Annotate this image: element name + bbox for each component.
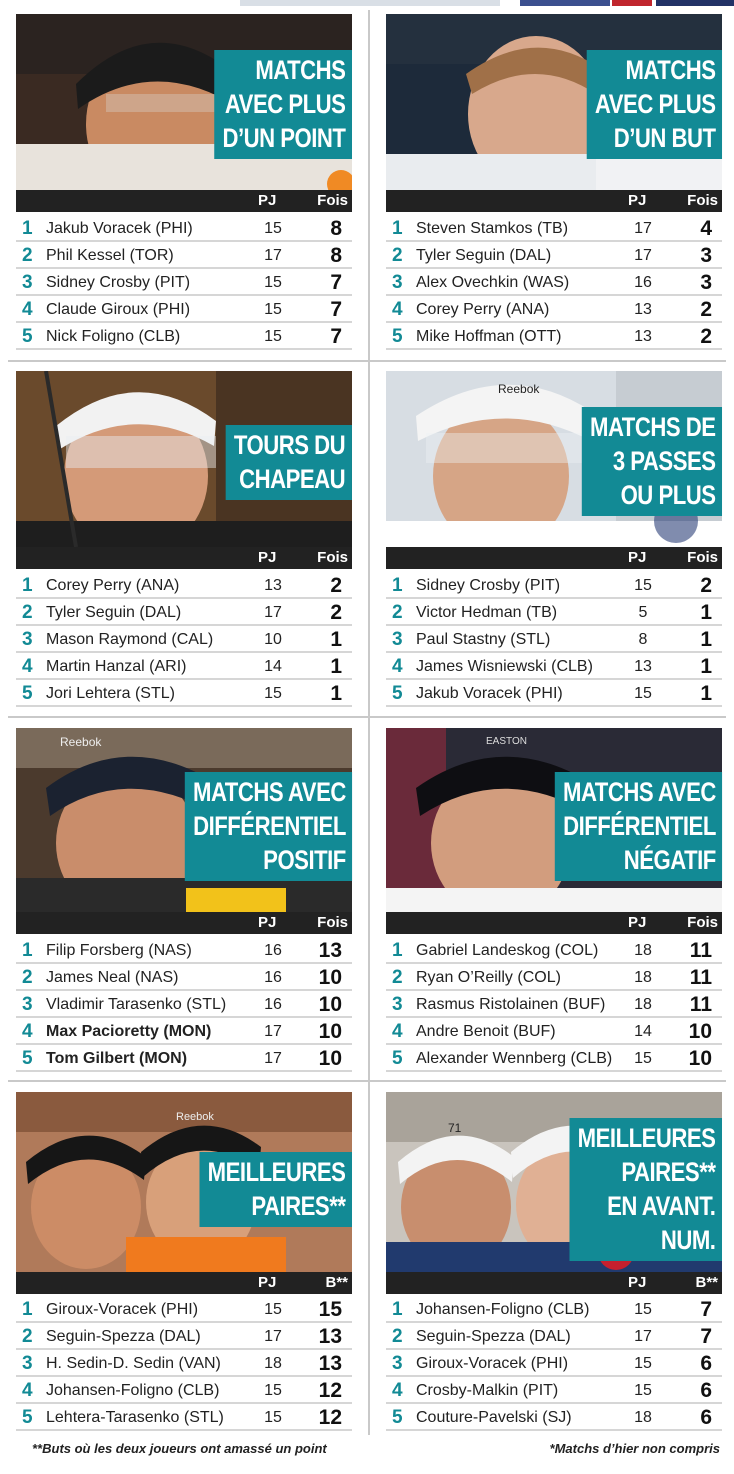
table-header: PJ Fois [16,547,352,569]
table-row: 2 Seguin-Spezza (DAL) 17 13 [16,1323,352,1350]
table-row: 5 Jakub Voracek (PHI) 15 1 [386,680,722,707]
column-header-value: Fois [687,192,718,209]
helmet-brand: Reebok [498,382,540,396]
table-header: PJ Fois [16,912,352,934]
helmet-brand: Reebok [176,1111,214,1123]
table-row: 3 Sidney Crosby (PIT) 15 7 [16,269,352,296]
footnote-paires: **Buts où les deux joueurs ont amassé un… [32,1441,327,1456]
table-row: 2 Seguin-Spezza (DAL) 17 7 [386,1323,722,1350]
top-decoration [0,0,734,8]
players-photo: Reebok [16,1092,352,1272]
table-row: 1 Sidney Crosby (PIT) 15 2 [386,572,722,599]
table-header: PJ Fois [386,547,722,569]
table-row: 2 Ryan O’Reilly (COL) 18 11 [386,964,722,991]
helmet-brand: Reebok [60,735,102,749]
table-row: 1 Jakub Voracek (PHI) 15 8 [16,215,352,242]
column-header-value: B** [695,1274,718,1291]
column-header-value: Fois [317,192,348,209]
table-row: 4 Martin Hanzal (ARI) 14 1 [16,653,352,680]
table-row: 5 Jori Lehtera (STL) 15 1 [16,680,352,707]
table-row: 5 Couture-Pavelski (SJ) 18 6 [386,1404,722,1431]
column-header-value: Fois [687,549,718,566]
table-row: 1 Steven Stamkos (TB) 17 4 [386,215,722,242]
table-row: 1 Filip Forsberg (NAS) 16 13 [16,937,352,964]
category-title: MATCHS AVEC DIFFÉRENTIEL POSITIF [184,772,352,881]
ranking-list: 1 Corey Perry (ANA) 13 2 2 Tyler Seguin (DAL… [16,572,352,707]
table-row: 2 Victor Hedman (TB) 5 1 [386,599,722,626]
column-header-pj: PJ [258,914,277,931]
ranking-list: 1 Johansen-Foligno (CLB) 15 7 2 Seguin-Spezz… [386,1296,722,1431]
table-row: 3 Giroux-Voracek (PHI) 15 6 [386,1350,722,1377]
column-header-pj: PJ [628,1274,647,1291]
category-title: MATCHS AVEC DIFFÉRENTIEL NÉGATIF [554,772,722,881]
category-title: MATCHS DE 3 PASSES OU PLUS [581,407,722,516]
column-header-value: Fois [317,549,348,566]
column-header-value: Fois [687,914,718,931]
player-photo [16,14,352,190]
ranking-list: 1 Giroux-Voracek (PHI) 15 15 2 Seguin-Spezza… [16,1296,352,1431]
table-row: 1 Corey Perry (ANA) 13 2 [16,572,352,599]
table-row: 4 Claude Giroux (PHI) 15 7 [16,296,352,323]
ranking-list: 1 Sidney Crosby (PIT) 15 2 2 Victor Hedman (… [386,572,722,707]
column-header-pj: PJ [258,1274,277,1291]
table-row: 4 James Wisniewski (CLB) 13 1 [386,653,722,680]
column-header-pj: PJ [628,914,647,931]
table-row: 3 H. Sedin-D. Sedin (VAN) 18 13 [16,1350,352,1377]
table-row: 2 Tyler Seguin (DAL) 17 3 [386,242,722,269]
table-row: 3 Paul Stastny (STL) 8 1 [386,626,722,653]
category-title: MEILLEURES PAIRES** [199,1152,352,1227]
table-row: 1 Giroux-Voracek (PHI) 15 15 [16,1296,352,1323]
table-row: 5 Tom Gilbert (MON) 17 10 [16,1045,352,1072]
table-row: 4 Max Pacioretty (MON) 17 10 [16,1018,352,1045]
table-header: PJ Fois [386,190,722,212]
table-row: 5 Mike Hoffman (OTT) 13 2 [386,323,722,350]
table-row: 2 Phil Kessel (TOR) 17 8 [16,242,352,269]
table-row: 1 Johansen-Foligno (CLB) 15 7 [386,1296,722,1323]
table-row: 5 Lehtera-Tarasenko (STL) 15 12 [16,1404,352,1431]
category-title: MATCHS AVEC PLUS D’UN BUT [586,50,722,159]
helmet-brand: EASTON [486,736,527,747]
column-header-value: Fois [317,914,348,931]
table-header: PJ B** [16,1272,352,1294]
table-row: 2 James Neal (NAS) 16 10 [16,964,352,991]
category-title: MATCHS AVEC PLUS D’UN POINT [214,50,352,159]
table-header: PJ B** [386,1272,722,1294]
table-row: 3 Alex Ovechkin (WAS) 16 3 [386,269,722,296]
column-header-value: B** [325,1274,348,1291]
ranking-list: 1 Gabriel Landeskog (COL) 18 11 2 Ryan O’Rei… [386,937,722,1072]
category-title: TOURS DU CHAPEAU [225,425,352,500]
table-row: 3 Rasmus Ristolainen (BUF) 18 11 [386,991,722,1018]
table-row: 4 Corey Perry (ANA) 13 2 [386,296,722,323]
row-divider [8,360,726,362]
column-header-pj: PJ [628,549,647,566]
column-header-pj: PJ [258,192,277,209]
row-divider [8,716,726,718]
table-row: 4 Crosby-Malkin (PIT) 15 6 [386,1377,722,1404]
column-header-pj: PJ [628,192,647,209]
category-title: MEILLEURES PAIRES** EN AVANT. NUM. [569,1118,722,1261]
player-photo [16,371,352,547]
column-header-pj: PJ [258,549,277,566]
table-row: 4 Johansen-Foligno (CLB) 15 12 [16,1377,352,1404]
column-divider [368,10,370,1435]
table-row: 2 Tyler Seguin (DAL) 17 2 [16,599,352,626]
table-row: 5 Alexander Wennberg (CLB) 15 10 [386,1045,722,1072]
table-row: 1 Gabriel Landeskog (COL) 18 11 [386,937,722,964]
footnote-matchs-hier: *Matchs d’hier non compris [549,1441,720,1456]
table-row: 3 Mason Raymond (CAL) 10 1 [16,626,352,653]
row-divider [8,1080,726,1082]
table-header: PJ Fois [386,912,722,934]
table-header: PJ Fois [16,190,352,212]
table-row: 5 Nick Foligno (CLB) 15 7 [16,323,352,350]
table-row: 4 Andre Benoit (BUF) 14 10 [386,1018,722,1045]
ranking-list: 1 Steven Stamkos (TB) 17 4 2 Tyler Seguin (D… [386,215,722,350]
helmet-brand: 71 [448,1121,462,1135]
table-row: 3 Vladimir Tarasenko (STL) 16 10 [16,991,352,1018]
ranking-list: 1 Jakub Voracek (PHI) 15 8 2 Phil Kessel (TO… [16,215,352,350]
ranking-list: 1 Filip Forsberg (NAS) 16 13 2 James Neal (N… [16,937,352,1072]
